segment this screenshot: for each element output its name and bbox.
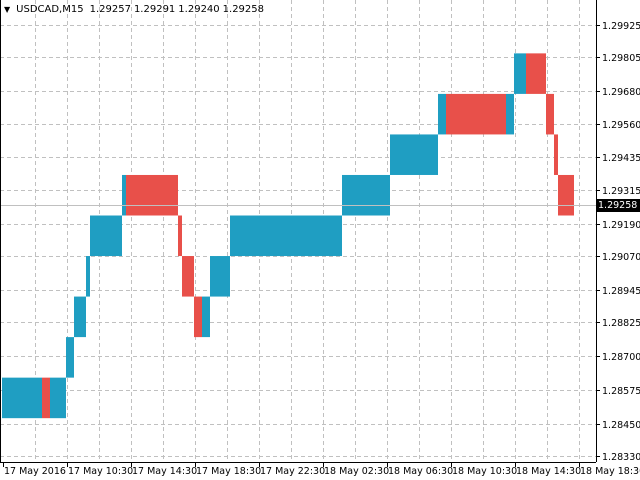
x-tick-label: 18 May 02:30 [324,466,389,477]
renko-box-down [42,377,50,419]
renko-box-up [74,296,86,338]
x-tick-label: 17 May 22:30 [260,466,325,477]
renko-box-up [506,93,514,135]
y-tick-label: 1.29315 [602,186,640,197]
x-tick-label: 18 May 14:30 [516,466,581,477]
x-tick-label: 17 May 18:30 [196,466,261,477]
y-tick-label: 1.29805 [602,53,640,64]
y-tick-label: 1.28575 [602,386,640,397]
renko-box-up [390,134,438,175]
renko-box-down [178,215,182,257]
current-price-label: 1.29258 [596,198,640,212]
renko-box-down [526,53,546,94]
renko-box-up [66,337,74,378]
y-tick-label: 1.28945 [602,286,640,297]
x-tick-label: 17 May 14:30 [132,466,197,477]
y-tick-label: 1.28825 [602,318,640,329]
x-tick-label: 17 May 2016 [4,466,66,477]
renko-box-up [342,174,390,216]
y-tick-label: 1.28330 [602,452,640,463]
close-value: 1.29258 [222,4,265,15]
x-tick-label: 18 May 06:30 [388,466,453,477]
renko-box-down [546,93,554,135]
renko-box-up [210,256,230,297]
renko-box-down [126,174,178,216]
x-tick-label: 18 May 10:30 [452,466,517,477]
triangle-down-icon[interactable]: ▼ [4,5,11,14]
y-tick-label: 1.28700 [602,352,640,363]
renko-box-up [514,53,526,94]
renko-box-down [554,134,558,175]
renko-box-up [2,377,42,419]
renko-box-up [86,256,90,297]
renko-box-up [90,215,122,257]
renko-box-down [558,174,574,216]
renko-box-down [446,93,506,135]
x-tick-label: 18 May 18:30 [580,466,640,477]
chart-header: ▼ USDCAD,M15 1.29257 1.29291 1.29240 1.2… [4,4,264,15]
y-tick-label: 1.29680 [602,87,640,98]
symbol-label: USDCAD,M15 [16,4,84,15]
low-value: 1.29240 [178,4,220,15]
open-value: 1.29257 [89,4,131,15]
y-tick-label: 1.29070 [602,252,640,263]
renko-box-down [194,296,202,338]
renko-box-up [438,93,446,135]
renko-box-down [182,256,194,297]
renko-box-up [50,377,66,419]
renko-box-up [122,174,126,216]
y-tick-label: 1.29560 [602,120,640,131]
y-tick-label: 1.29190 [602,220,640,231]
y-tick-label: 1.29925 [602,21,640,32]
high-value: 1.29291 [133,4,176,15]
x-tick-label: 17 May 10:30 [68,466,133,477]
y-tick-label: 1.29435 [602,153,640,164]
y-tick-label: 1.28450 [602,420,640,431]
renko-box-up [230,215,342,257]
renko-box-up [202,296,210,338]
